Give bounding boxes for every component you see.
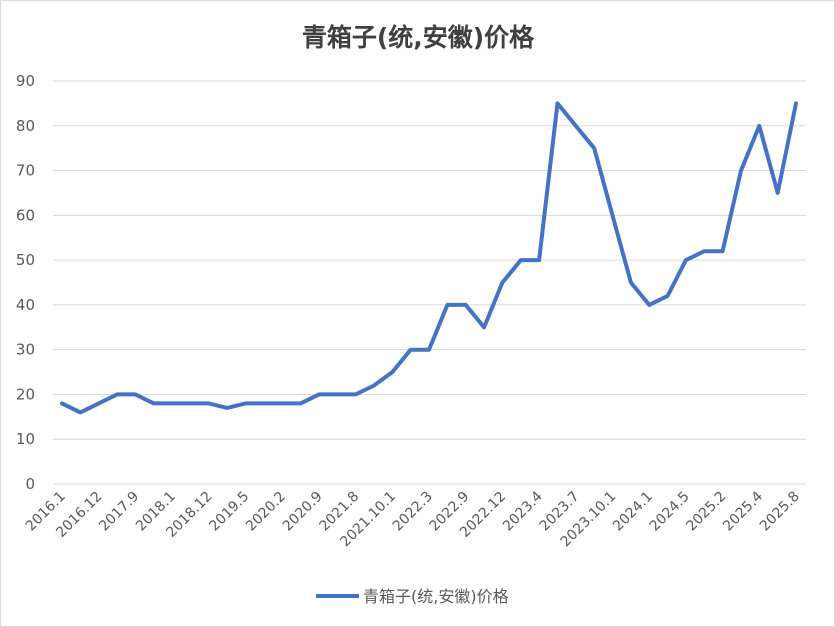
chart-title: 青箱子(统,安徽)价格	[302, 23, 535, 52]
data-point	[445, 303, 449, 307]
data-point	[152, 401, 156, 405]
data-point	[133, 392, 137, 396]
y-tick-label: 40	[16, 296, 35, 314]
data-point	[537, 258, 541, 262]
y-tick-label: 50	[16, 251, 35, 269]
x-tick-label: 2023.4	[500, 488, 546, 534]
data-point	[354, 392, 358, 396]
data-point	[409, 348, 413, 352]
data-point	[280, 401, 284, 405]
data-point	[188, 401, 192, 405]
data-point	[225, 406, 229, 410]
data-point	[207, 401, 211, 405]
y-tick-label: 90	[16, 72, 35, 90]
x-axis-ticks: 2016.12016.122017.92018.12018.122019.520…	[23, 488, 803, 550]
y-tick-label: 0	[25, 475, 35, 493]
data-point	[519, 258, 523, 262]
data-point	[647, 303, 651, 307]
x-tick-label: 2025.4	[720, 488, 766, 534]
data-point	[776, 191, 780, 195]
data-point	[317, 392, 321, 396]
data-point	[170, 401, 174, 405]
data-point	[757, 124, 761, 128]
y-axis-ticks: 0 10 20 30 40 50 60 70 80 90	[16, 72, 35, 493]
legend-label: 青箱子(统,安徽)价格	[363, 587, 509, 606]
data-point	[262, 401, 266, 405]
legend: 青箱子(统,安徽)价格	[316, 587, 509, 606]
data-point	[115, 392, 119, 396]
data-point	[611, 213, 615, 217]
data-point	[574, 124, 578, 128]
data-point	[500, 281, 504, 285]
x-tick-label: 2024.5	[647, 489, 693, 535]
data-point	[78, 410, 82, 414]
x-tick-label: 2025.8	[757, 489, 803, 535]
x-tick-label: 2025.2	[683, 489, 729, 535]
data-point	[555, 101, 559, 105]
data-point	[721, 249, 725, 253]
data-point	[702, 249, 706, 253]
data-point	[629, 281, 633, 285]
data-point	[666, 294, 670, 298]
data-point	[60, 401, 64, 405]
y-tick-label: 10	[16, 430, 35, 448]
data-point	[372, 383, 376, 387]
series-layer	[60, 101, 798, 415]
y-tick-label: 70	[16, 162, 35, 180]
data-point	[299, 401, 303, 405]
x-tick-label: 2019.5	[206, 489, 252, 535]
data-point	[482, 325, 486, 329]
data-point	[464, 303, 468, 307]
x-tick-label: 2017.9	[96, 489, 142, 535]
data-point	[390, 370, 394, 374]
y-tick-label: 80	[16, 117, 35, 135]
gridlines	[53, 80, 806, 485]
y-tick-label: 30	[16, 341, 35, 359]
data-point	[244, 401, 248, 405]
data-point	[794, 101, 798, 105]
x-tick-label: 2022.3	[390, 489, 436, 535]
data-point	[592, 146, 596, 150]
data-point	[427, 348, 431, 352]
y-tick-label: 20	[16, 385, 35, 403]
x-tick-label: 2024.1	[610, 489, 656, 535]
data-point	[335, 392, 339, 396]
x-tick-label: 2020.9	[280, 489, 326, 535]
data-point	[97, 401, 101, 405]
y-tick-label: 60	[16, 206, 35, 224]
series-line	[60, 101, 798, 415]
data-point	[739, 169, 743, 173]
data-point	[684, 258, 688, 262]
x-tick-label: 2020.2	[243, 489, 289, 535]
